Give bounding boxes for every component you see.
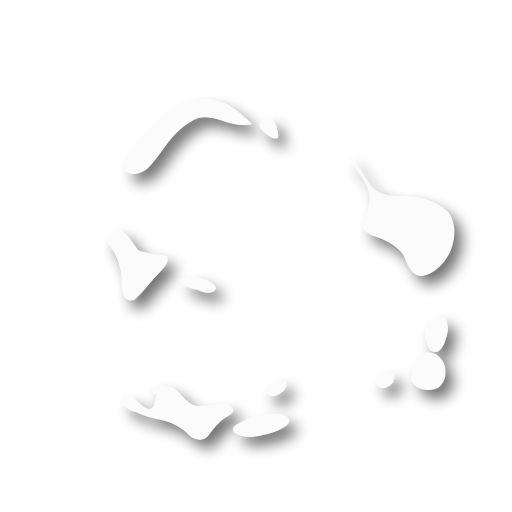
dot-right-small (375, 371, 395, 388)
chip-bottom-left-edge (150, 385, 163, 394)
chip-bottom-small (265, 380, 287, 396)
arc-fragment-top (125, 99, 252, 174)
cluster-bottom-left (121, 385, 234, 440)
chip-top-right (259, 117, 279, 139)
blob-right-upper (425, 316, 448, 352)
cluster-bottom-left-tail (233, 414, 290, 437)
fragment-group (106, 99, 455, 440)
wing-right (348, 156, 455, 276)
flap-left (106, 229, 168, 301)
blob-right-lower (411, 352, 446, 390)
dot-left-small (180, 276, 216, 293)
